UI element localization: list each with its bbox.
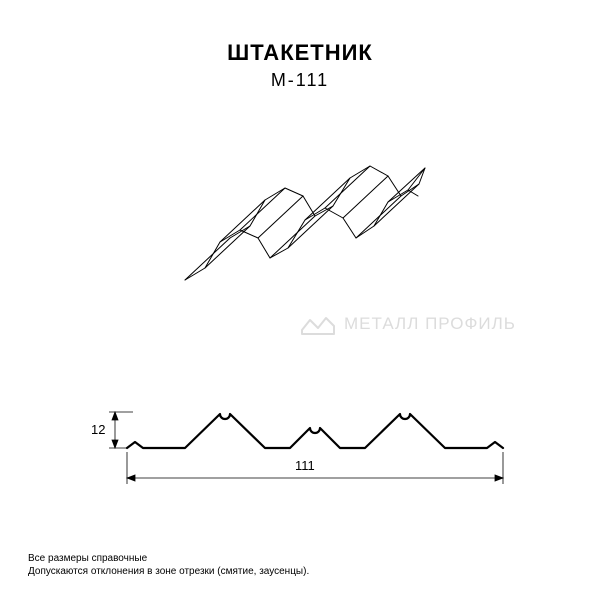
page-title: ШТАКЕТНИК xyxy=(0,40,600,66)
watermark-text: МЕТАЛЛ ПРОФИЛЬ xyxy=(344,314,516,334)
footnote-line-1: Все размеры справочные xyxy=(28,552,309,565)
width-dimension-label: 111 xyxy=(295,458,315,473)
height-dimension-label: 12 xyxy=(91,422,105,437)
watermark-logo-icon xyxy=(300,310,336,338)
isometric-drawing xyxy=(170,130,430,305)
title-block: ШТАКЕТНИК М-111 xyxy=(0,0,600,91)
footnote-line-2: Допускаются отклонения в зоне отрезки (с… xyxy=(28,565,309,578)
footnote: Все размеры справочные Допускаются откло… xyxy=(28,552,309,578)
page-subtitle: М-111 xyxy=(0,70,600,91)
cross-section-drawing: 12 111 xyxy=(85,400,515,515)
watermark: МЕТАЛЛ ПРОФИЛЬ xyxy=(300,310,516,338)
iso-svg xyxy=(170,130,430,300)
profile-svg xyxy=(85,400,515,510)
